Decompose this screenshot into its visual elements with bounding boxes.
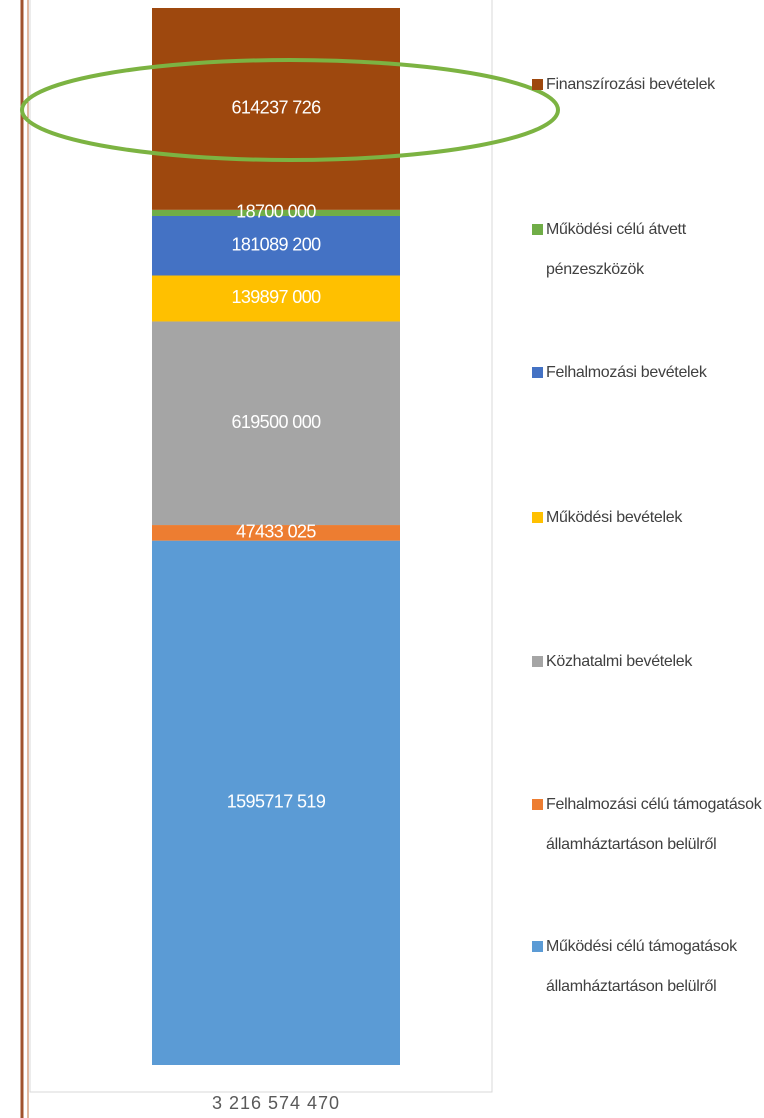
bar-segment <box>152 275 400 322</box>
legend-swatch <box>532 512 543 523</box>
data-label: 139897 000 <box>231 287 321 307</box>
bar-segment <box>152 209 400 216</box>
data-label: 614237 726 <box>231 98 321 118</box>
legend-label: Közhatalmi bevételek <box>546 653 693 670</box>
legend-swatch <box>532 656 543 667</box>
legend-swatch <box>532 941 543 952</box>
legend-label: Működési célú átvett pénzeszközök <box>546 221 686 278</box>
plot-border <box>29 0 493 1093</box>
legend-swatch <box>532 224 543 235</box>
bar-segment <box>152 321 400 526</box>
legend-swatch <box>532 799 543 810</box>
legend-label: Működési bevételek <box>546 509 683 526</box>
legend-swatch <box>532 367 543 378</box>
data-label: 1595717 519 <box>227 792 326 812</box>
legend-label: Finanszírozási bevételek <box>546 76 715 93</box>
legend-swatch <box>532 79 543 90</box>
data-label: 47433 025 <box>236 522 316 542</box>
data-label: 619500 000 <box>231 412 321 432</box>
data-label: 18700 000 <box>236 202 316 222</box>
data-label: 181089 200 <box>231 234 321 254</box>
bar-segment <box>152 525 400 541</box>
bar-segment <box>152 540 400 1065</box>
highlight-ellipse <box>20 58 560 162</box>
legend-label: Felhalmozási célú támogatások államházta… <box>546 796 762 853</box>
x-tick-label: 3 216 574 470 <box>212 1093 340 1113</box>
bar-segment <box>152 215 400 276</box>
bar-segment <box>152 8 400 210</box>
legend-label: Felhalmozási bevételek <box>546 364 707 381</box>
legend-label: Működési célú támogatások államháztartás… <box>546 938 737 995</box>
